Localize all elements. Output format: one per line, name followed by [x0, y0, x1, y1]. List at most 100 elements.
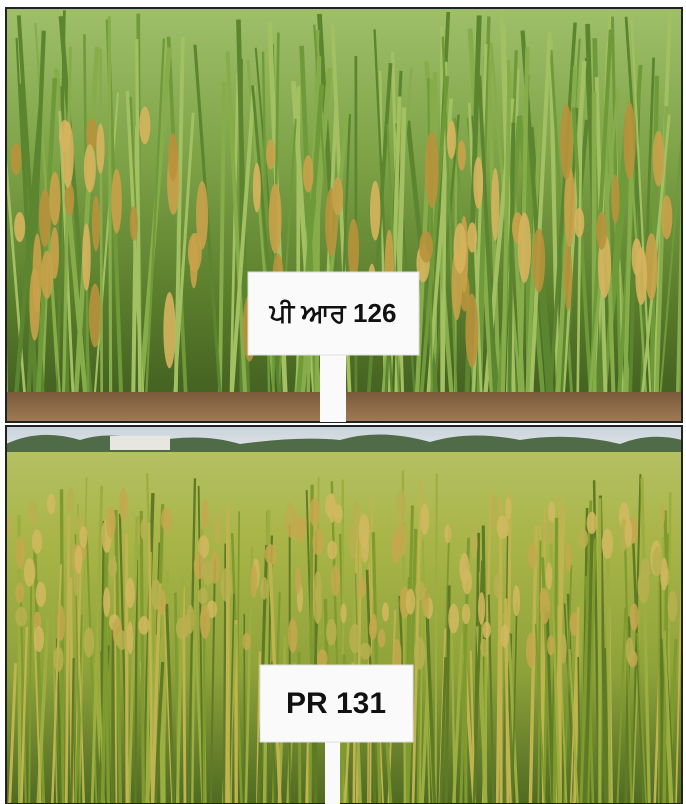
panicle: [661, 195, 673, 240]
sign-board: [259, 664, 414, 743]
stalk: [139, 510, 145, 804]
stalk: [507, 634, 519, 804]
stalk: [209, 559, 216, 804]
panicle: [88, 283, 102, 348]
panicle: [419, 231, 433, 263]
stalk: [662, 630, 674, 804]
panicle: [644, 233, 658, 301]
panicle: [493, 573, 504, 599]
panicle: [597, 233, 611, 298]
stalk: [640, 477, 651, 804]
sign-post: [320, 352, 346, 422]
panicle: [186, 604, 195, 634]
panicle: [260, 577, 269, 600]
tree-line: [6, 434, 682, 452]
panicle: [667, 590, 678, 622]
panicle: [199, 604, 211, 639]
leaf: [419, 76, 450, 401]
building: [110, 436, 170, 450]
panicle: [340, 603, 347, 624]
panicle: [303, 155, 314, 193]
panicle: [202, 499, 209, 529]
stalk: [228, 593, 235, 804]
stalk: [163, 601, 174, 804]
panicle: [564, 167, 576, 248]
panicle: [74, 545, 83, 574]
panicle: [465, 293, 479, 368]
stalk: [8, 663, 18, 804]
panicle: [446, 120, 456, 159]
panicle: [326, 618, 337, 646]
panicle: [33, 611, 42, 630]
panicle: [652, 130, 665, 187]
leaf: [135, 39, 142, 401]
panicle: [461, 603, 471, 625]
stalk: [537, 540, 542, 804]
panicle: [352, 500, 360, 536]
stalk: [175, 577, 184, 804]
leaf: [251, 85, 281, 401]
panicle: [23, 558, 36, 587]
leaf: [658, 122, 682, 401]
panicle: [317, 649, 328, 669]
stalk: [632, 587, 642, 804]
panicle: [470, 526, 478, 559]
leaf: [500, 71, 512, 401]
stalk: [606, 549, 612, 804]
panicle: [348, 218, 360, 281]
leaf: [378, 71, 387, 401]
panicle: [333, 504, 343, 524]
panicle: [151, 578, 162, 610]
stalk: [439, 657, 448, 804]
stalk: [193, 602, 205, 804]
panicle: [268, 183, 282, 254]
stalk: [586, 538, 597, 804]
panicle: [596, 211, 607, 250]
panicle: [527, 543, 537, 568]
rice-stalks: [6, 10, 682, 401]
panicle: [139, 106, 151, 145]
panicle: [31, 529, 43, 554]
panicle: [414, 637, 426, 670]
panicle: [27, 500, 38, 525]
panicle: [490, 494, 498, 530]
panicle: [467, 222, 478, 253]
leaf: [432, 114, 460, 401]
stalk: [624, 548, 633, 804]
panicle: [196, 181, 209, 250]
panicle: [448, 603, 460, 634]
stalk: [434, 473, 438, 804]
leaf: [229, 85, 256, 401]
panicle: [359, 642, 372, 660]
panicle: [368, 618, 378, 640]
stalk: [225, 505, 230, 804]
leaf: [166, 36, 188, 401]
panicle: [39, 188, 51, 248]
stalk: [28, 582, 33, 804]
panicle: [382, 602, 389, 622]
stalk: [153, 661, 165, 804]
panicle: [539, 590, 550, 624]
panicle: [395, 490, 407, 525]
panicle: [129, 205, 138, 242]
stalk: [147, 522, 154, 804]
panicle: [586, 511, 597, 535]
rice-stalks: [6, 470, 682, 804]
leaf: [61, 46, 73, 401]
panicle: [327, 540, 338, 560]
panicle: [545, 562, 553, 590]
stalk: [74, 614, 84, 804]
panicle: [491, 168, 500, 241]
panicle: [125, 577, 135, 609]
panicle: [163, 292, 176, 369]
panicle: [623, 102, 636, 180]
stalk: [165, 603, 176, 804]
panicle: [453, 223, 467, 274]
stalk: [548, 519, 562, 804]
panicle: [29, 267, 41, 341]
panicle: [66, 487, 75, 514]
panicle: [266, 139, 276, 170]
panicle: [424, 131, 439, 208]
panicle: [532, 228, 546, 293]
panicle: [349, 623, 361, 654]
